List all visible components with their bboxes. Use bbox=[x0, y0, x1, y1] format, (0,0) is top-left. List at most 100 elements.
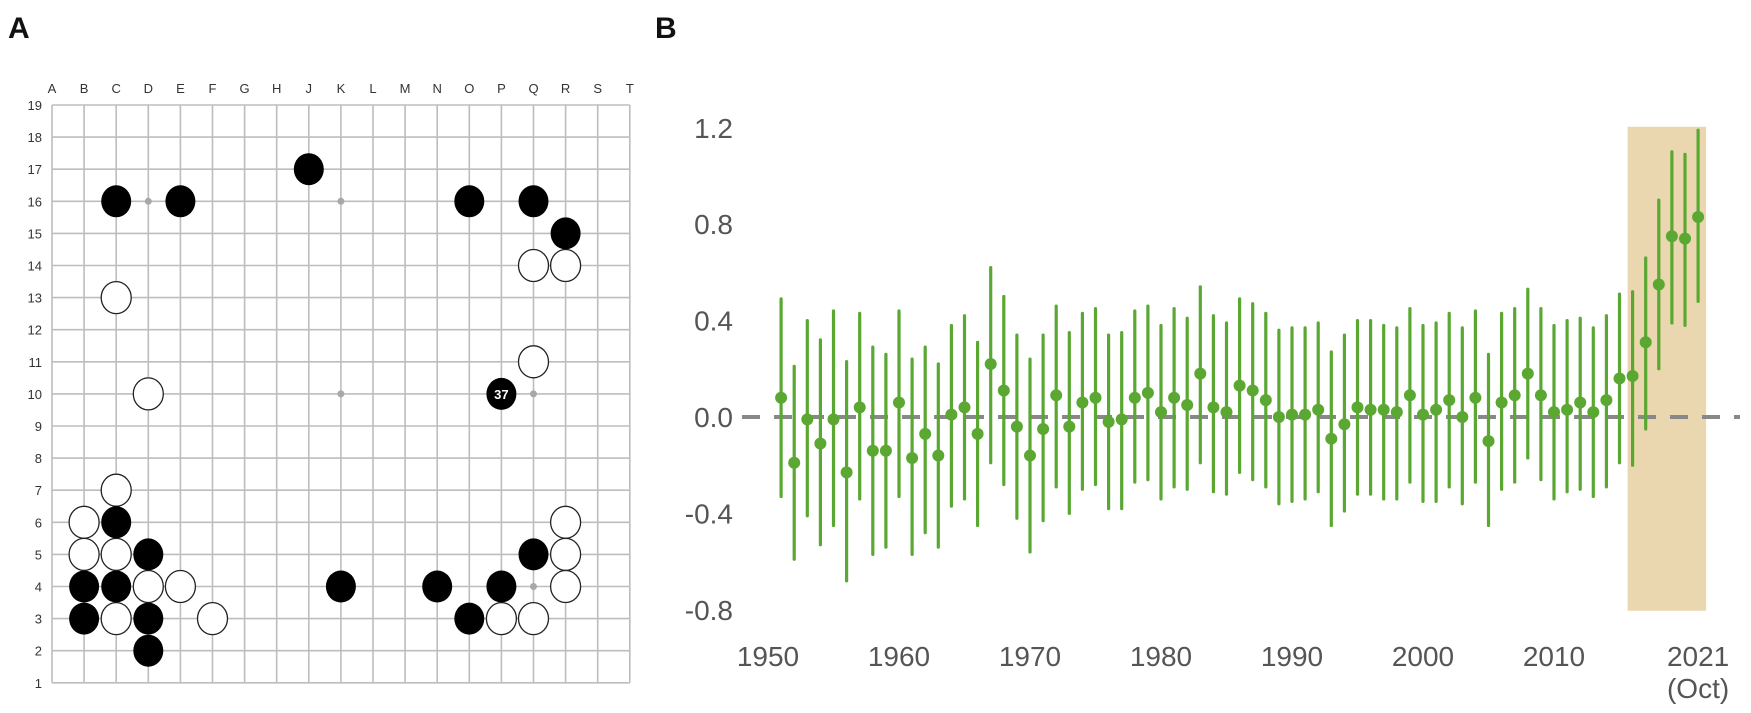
data-point bbox=[1417, 408, 1429, 421]
data-point bbox=[1508, 389, 1521, 402]
data-point bbox=[1495, 396, 1508, 409]
star-point bbox=[337, 197, 345, 205]
data-point bbox=[997, 384, 1010, 397]
data-point bbox=[1024, 449, 1036, 462]
black-stone bbox=[133, 634, 164, 667]
star-point bbox=[530, 583, 537, 590]
black-stone bbox=[518, 185, 549, 218]
row-label: 1 bbox=[35, 676, 42, 691]
star-point bbox=[144, 197, 152, 205]
data-point bbox=[879, 444, 892, 457]
data-point bbox=[1181, 398, 1194, 411]
data-point bbox=[1272, 411, 1285, 423]
panel-a-label: A bbox=[8, 12, 30, 45]
data-point bbox=[1574, 396, 1587, 409]
data-point bbox=[840, 466, 853, 479]
data-point bbox=[958, 401, 971, 414]
data-point bbox=[1364, 403, 1377, 416]
x-tick-label: 1960 bbox=[868, 641, 930, 672]
data-point bbox=[1286, 408, 1298, 421]
x-tick-label: 1950 bbox=[737, 641, 799, 672]
x-tick-label: 1980 bbox=[1130, 641, 1192, 672]
white-stone bbox=[549, 537, 582, 572]
data-point bbox=[866, 444, 879, 457]
data-point bbox=[919, 427, 932, 440]
data-point bbox=[1220, 406, 1233, 419]
white-stone bbox=[164, 569, 197, 604]
data-point bbox=[775, 391, 788, 404]
white-stone bbox=[132, 569, 164, 604]
black-stone bbox=[550, 217, 581, 250]
data-point bbox=[1128, 391, 1141, 404]
data-point bbox=[1194, 367, 1207, 380]
x-tick-sublabel: (Oct) bbox=[1667, 673, 1729, 704]
black-stone bbox=[133, 538, 164, 571]
white-stone bbox=[517, 601, 550, 636]
data-point bbox=[1141, 386, 1154, 399]
data-point bbox=[1521, 367, 1534, 380]
x-tick-label: 1990 bbox=[1261, 641, 1323, 672]
white-stone bbox=[196, 601, 229, 636]
white-stone bbox=[100, 473, 132, 507]
x-tick-label: 2010 bbox=[1523, 641, 1585, 672]
data-point bbox=[1115, 413, 1128, 426]
black-stone bbox=[69, 602, 100, 635]
data-point bbox=[1587, 406, 1600, 419]
go-board: A B C D E F G H J K L M N O P Q R S T191817161514131211109… bbox=[28, 81, 634, 691]
y-tick-label: 0.0 bbox=[694, 402, 733, 433]
column-label: P bbox=[497, 81, 506, 96]
data-point bbox=[1443, 394, 1456, 407]
data-point bbox=[1692, 210, 1705, 223]
y-tick-label: 1.2 bbox=[694, 113, 733, 144]
data-point bbox=[1155, 406, 1167, 419]
white-stone bbox=[68, 537, 100, 572]
column-label: F bbox=[209, 81, 217, 96]
highlight-region bbox=[1627, 126, 1707, 611]
row-label: 9 bbox=[35, 419, 42, 434]
data-point bbox=[1652, 278, 1665, 291]
data-point bbox=[1207, 401, 1220, 414]
white-stone bbox=[549, 569, 582, 604]
row-label: 18 bbox=[28, 130, 42, 145]
column-label: G bbox=[240, 81, 250, 96]
data-point bbox=[906, 451, 919, 464]
column-label: E bbox=[176, 81, 185, 96]
black-stone bbox=[133, 602, 164, 635]
x-tick-label: 2000 bbox=[1392, 641, 1454, 672]
column-label: M bbox=[400, 81, 411, 96]
data-point bbox=[893, 396, 905, 409]
panel-b-label: B bbox=[655, 12, 677, 45]
data-point bbox=[1377, 403, 1390, 416]
data-point bbox=[1613, 372, 1626, 385]
data-point bbox=[1548, 406, 1560, 419]
data-point bbox=[1403, 389, 1416, 402]
row-label: 11 bbox=[29, 355, 43, 370]
white-stone bbox=[100, 280, 132, 315]
data-point bbox=[1482, 435, 1495, 448]
data-point bbox=[1010, 420, 1023, 433]
data-point bbox=[1246, 384, 1259, 397]
black-stone bbox=[101, 185, 132, 218]
column-label: L bbox=[369, 81, 376, 96]
move-number-label: 37 bbox=[494, 387, 508, 402]
data-point bbox=[1233, 379, 1246, 392]
star-point bbox=[337, 390, 345, 398]
data-point bbox=[1050, 389, 1063, 402]
column-label: T bbox=[626, 81, 634, 96]
x-tick-label: 1970 bbox=[999, 641, 1061, 672]
data-point bbox=[1299, 408, 1312, 421]
column-label: K bbox=[337, 81, 346, 96]
black-stone bbox=[165, 185, 196, 218]
data-point bbox=[1639, 336, 1652, 349]
data-point bbox=[1469, 391, 1482, 404]
black-stone bbox=[69, 570, 100, 603]
white-stone bbox=[68, 505, 100, 539]
column-label: A bbox=[48, 81, 57, 96]
black-stone bbox=[101, 506, 132, 539]
row-label: 17 bbox=[28, 162, 42, 177]
row-label: 7 bbox=[35, 483, 42, 498]
column-label: H bbox=[272, 81, 281, 96]
data-point bbox=[801, 413, 814, 426]
data-point bbox=[1076, 396, 1089, 409]
data-point bbox=[1102, 415, 1115, 428]
